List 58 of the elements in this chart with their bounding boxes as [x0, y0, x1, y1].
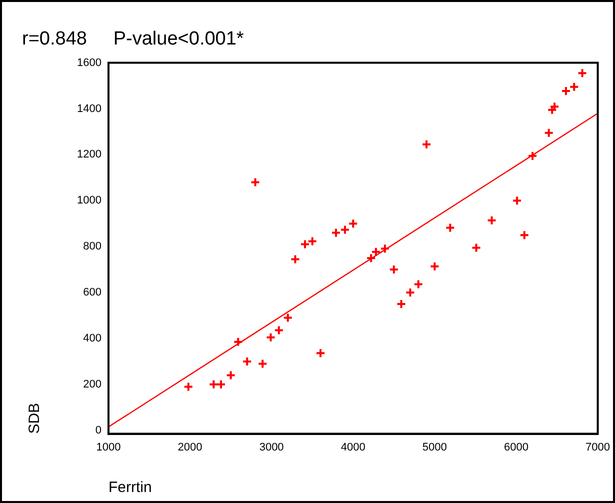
- y-tick-label: 1000: [76, 194, 102, 207]
- point: [413, 279, 424, 290]
- point: [471, 242, 482, 253]
- point: [242, 356, 252, 366]
- point: [380, 244, 390, 254]
- point: [274, 325, 284, 336]
- point: [340, 224, 350, 235]
- point: [366, 253, 376, 264]
- point: [266, 332, 276, 342]
- y-axis-title: SDB: [26, 402, 44, 434]
- point: [405, 288, 416, 298]
- point: [512, 196, 522, 206]
- x-tick-label: 2000: [178, 441, 202, 454]
- point: [370, 246, 381, 257]
- point: [183, 382, 194, 392]
- y-tick-label: 1200: [76, 148, 102, 161]
- x-tick-label: 6000: [504, 441, 528, 454]
- y-tick-label: 600: [83, 286, 102, 299]
- y-tick-label: 1400: [76, 102, 102, 115]
- point: [544, 128, 554, 138]
- y-tick-label: 0: [95, 424, 102, 436]
- x-tick-label: 3000: [259, 441, 284, 454]
- y-tick-label: 200: [83, 378, 102, 390]
- point: [547, 104, 558, 115]
- x-tick-label: 7000: [586, 441, 610, 454]
- point: [282, 312, 293, 323]
- x-tick-label: 4000: [340, 441, 366, 454]
- y-tick-label: 800: [83, 240, 102, 253]
- point: [577, 68, 588, 78]
- point: [569, 82, 580, 92]
- point: [216, 379, 226, 390]
- point: [250, 177, 260, 188]
- point: [208, 379, 219, 390]
- point: [422, 139, 432, 150]
- point: [226, 370, 236, 380]
- point: [528, 150, 538, 161]
- point: [430, 261, 440, 272]
- y-tick-label: 1600: [76, 56, 102, 69]
- x-axis-title: Ferrtin: [108, 479, 152, 496]
- point: [233, 336, 244, 347]
- point: [396, 299, 406, 310]
- point: [550, 102, 560, 112]
- point: [445, 222, 456, 233]
- y-tick-label: 400: [83, 332, 102, 344]
- point: [330, 228, 341, 238]
- point: [307, 236, 318, 246]
- point: [388, 264, 399, 275]
- point: [258, 358, 268, 369]
- point: [519, 230, 530, 240]
- point: [290, 254, 300, 264]
- point: [486, 215, 497, 226]
- point: [560, 86, 571, 96]
- x-tick-label: 1000: [96, 441, 121, 454]
- chart-title: r=0.848 P-value<0.001*: [22, 28, 244, 50]
- point: [300, 239, 310, 250]
- x-tick-label: 5000: [422, 441, 447, 454]
- point: [316, 348, 326, 358]
- point: [348, 218, 358, 229]
